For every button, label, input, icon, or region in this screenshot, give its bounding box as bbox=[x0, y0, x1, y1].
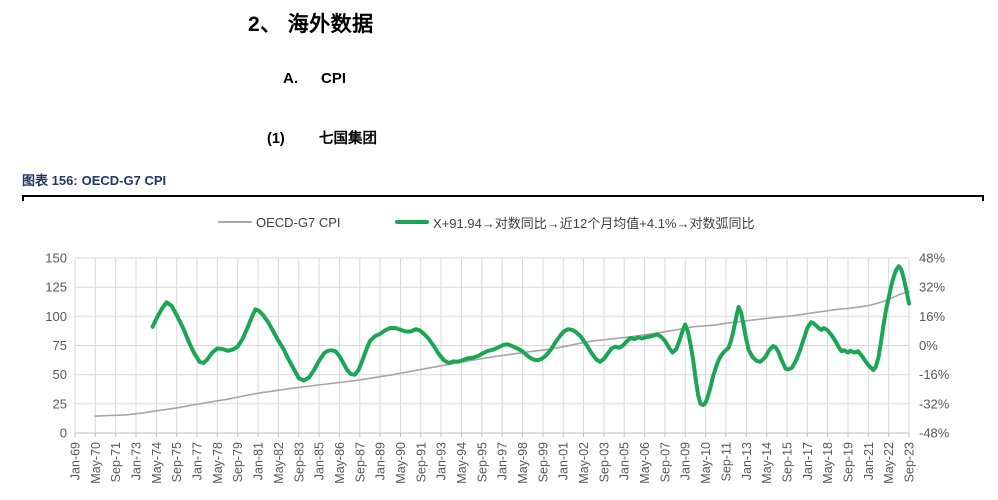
svg-text:-16%: -16% bbox=[919, 367, 950, 382]
svg-text:May-18: May-18 bbox=[821, 442, 835, 484]
line-chart: 0 -48% 25 -32% 50 -16% 75 0% 100 16% 125 32% 150 48% J… bbox=[45, 251, 950, 484]
item-heading: (1) 七国集团 bbox=[267, 127, 377, 148]
svg-text:Jan-09: Jan-09 bbox=[679, 442, 693, 480]
svg-text:May-86: May-86 bbox=[333, 442, 347, 484]
svg-text:Sep-71: Sep-71 bbox=[109, 442, 123, 482]
svg-text:-32%: -32% bbox=[919, 396, 950, 411]
figure-caption: 图表 156: OECD-G7 CPI bbox=[22, 170, 166, 189]
svg-text:Sep-75: Sep-75 bbox=[170, 442, 184, 482]
svg-text:Sep-11: Sep-11 bbox=[719, 442, 733, 481]
svg-text:Jan-69: Jan-69 bbox=[69, 442, 83, 480]
svg-text:Sep-03: Sep-03 bbox=[597, 442, 611, 482]
svg-text:Sep-99: Sep-99 bbox=[536, 442, 550, 482]
svg-text:Jan-93: Jan-93 bbox=[435, 442, 449, 480]
svg-text:May-02: May-02 bbox=[577, 442, 591, 484]
svg-text:48%: 48% bbox=[919, 251, 945, 266]
item-title: 七国集团 bbox=[319, 131, 377, 147]
svg-text:-48%: -48% bbox=[919, 426, 950, 441]
figure-label: 图表 156: bbox=[22, 173, 78, 188]
svg-text:May-78: May-78 bbox=[211, 442, 225, 484]
svg-text:Jan-85: Jan-85 bbox=[313, 442, 327, 480]
svg-text:Sep-15: Sep-15 bbox=[781, 442, 795, 482]
svg-text:150: 150 bbox=[45, 251, 67, 266]
svg-text:Sep-23: Sep-23 bbox=[903, 442, 917, 482]
svg-text:75: 75 bbox=[53, 338, 67, 353]
figure-title: OECD-G7 CPI bbox=[81, 173, 167, 188]
figure-top-rule bbox=[22, 195, 984, 201]
svg-text:Jan-81: Jan-81 bbox=[252, 442, 266, 480]
svg-text:Jan-21: Jan-21 bbox=[862, 442, 876, 480]
subsection-heading: A. CPI bbox=[283, 70, 346, 87]
svg-text:Sep-07: Sep-07 bbox=[658, 442, 672, 482]
svg-text:16%: 16% bbox=[919, 309, 945, 324]
svg-text:Jan-73: Jan-73 bbox=[130, 442, 144, 480]
svg-text:Sep-87: Sep-87 bbox=[353, 442, 367, 482]
svg-text:Sep-95: Sep-95 bbox=[475, 442, 489, 482]
svg-text:May-06: May-06 bbox=[638, 442, 652, 484]
svg-text:Sep-83: Sep-83 bbox=[292, 442, 306, 482]
legend-marker-green-line bbox=[395, 220, 429, 224]
legend-item-transformed-series: X+91.94→对数同比→近12个月均值+4.1%→对数弧同比 bbox=[395, 212, 754, 232]
svg-text:Jan-17: Jan-17 bbox=[801, 442, 815, 480]
svg-text:May-94: May-94 bbox=[455, 442, 469, 484]
svg-text:May-90: May-90 bbox=[394, 442, 408, 484]
section-heading: 2、 海外数据 bbox=[248, 8, 374, 38]
subsection-letter: A. bbox=[283, 70, 298, 87]
legend-label-cpi: OECD-G7 CPI bbox=[256, 214, 341, 230]
svg-text:May-10: May-10 bbox=[699, 442, 713, 484]
svg-text:May-74: May-74 bbox=[150, 442, 164, 484]
svg-text:Jan-77: Jan-77 bbox=[191, 442, 205, 480]
section-number: 2、 bbox=[248, 13, 282, 36]
svg-text:May-98: May-98 bbox=[516, 442, 530, 484]
svg-text:May-70: May-70 bbox=[89, 442, 103, 484]
svg-text:125: 125 bbox=[45, 280, 67, 295]
svg-text:Sep-19: Sep-19 bbox=[842, 442, 856, 482]
svg-text:Jan-97: Jan-97 bbox=[496, 442, 510, 480]
svg-text:May-14: May-14 bbox=[760, 442, 774, 484]
legend-item-cpi: OECD-G7 CPI bbox=[218, 212, 341, 232]
svg-text:Jan-89: Jan-89 bbox=[374, 442, 388, 480]
svg-text:100: 100 bbox=[45, 309, 67, 324]
svg-text:32%: 32% bbox=[919, 280, 945, 295]
svg-text:May-22: May-22 bbox=[882, 442, 896, 484]
svg-text:25: 25 bbox=[53, 396, 67, 411]
section-title: 海外数据 bbox=[287, 13, 374, 36]
svg-text:Jan-05: Jan-05 bbox=[618, 442, 632, 480]
legend-label-transformed-series: X+91.94→对数同比→近12个月均值+4.1%→对数弧同比 bbox=[433, 215, 755, 231]
legend-marker-gray-line bbox=[218, 221, 252, 223]
svg-text:Jan-13: Jan-13 bbox=[740, 442, 754, 480]
chart-legend: OECD-G7 CPI X+91.94→对数同比→近12个月均值+4.1%→对数… bbox=[0, 212, 998, 232]
svg-text:Sep-79: Sep-79 bbox=[231, 442, 245, 482]
svg-text:0%: 0% bbox=[919, 338, 938, 353]
svg-text:Sep-91: Sep-91 bbox=[414, 442, 428, 482]
item-number: (1) bbox=[267, 131, 285, 147]
svg-text:50: 50 bbox=[53, 367, 67, 382]
svg-text:May-82: May-82 bbox=[272, 442, 286, 484]
subsection-title: CPI bbox=[321, 70, 347, 87]
svg-text:0: 0 bbox=[60, 426, 67, 441]
svg-text:Jan-01: Jan-01 bbox=[557, 442, 571, 480]
